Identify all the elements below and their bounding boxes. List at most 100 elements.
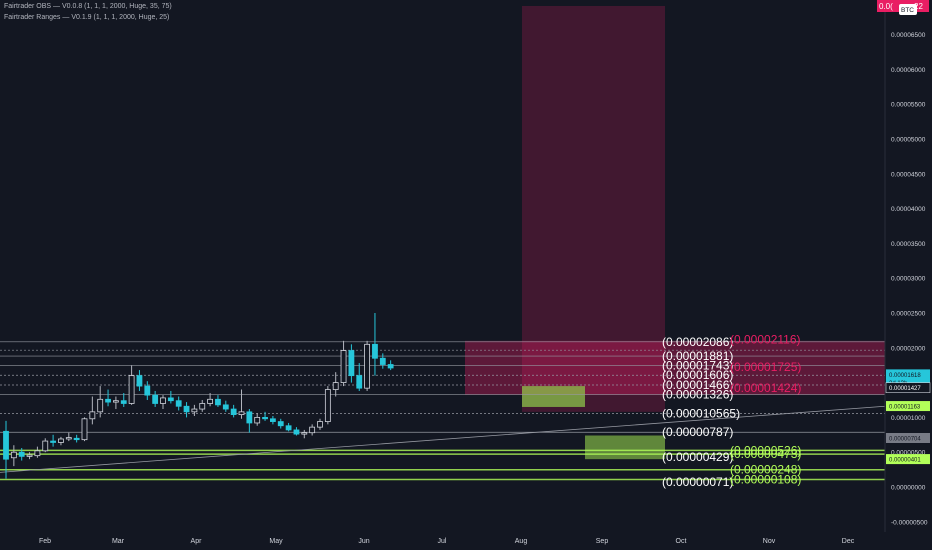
x-tick-label: May	[269, 538, 283, 545]
price-level-label: (0.00000787)	[662, 425, 733, 439]
price-tag: 0.00001427	[885, 382, 931, 393]
y-tick-label: 0.00004500	[891, 171, 926, 178]
candle-body	[152, 394, 159, 404]
candle	[152, 390, 159, 407]
candle	[65, 432, 72, 442]
candle-body	[246, 411, 253, 424]
candle-body	[309, 426, 316, 434]
candle-body	[3, 430, 9, 460]
price-level-label: (0.00000071)	[662, 475, 733, 489]
price-level-label: (0.00001725)	[730, 360, 801, 374]
candle	[285, 422, 292, 432]
candle	[230, 404, 237, 418]
price-level-label: (0.00000108)	[730, 472, 801, 486]
price-level-label: (0.00000248)	[730, 463, 801, 477]
candle	[277, 418, 284, 429]
candle-body	[293, 429, 300, 435]
candle-body	[58, 438, 64, 443]
price-tag-box	[886, 433, 930, 444]
candle-body	[73, 437, 80, 441]
candle-body	[238, 411, 245, 416]
candle	[348, 344, 355, 383]
indicator-legend-obs[interactable]: Fairtrader OBS — V0.0.8 (1, 1, 1, 2000, …	[4, 3, 172, 10]
candle-body	[324, 389, 331, 422]
candle	[199, 400, 206, 412]
candle	[89, 396, 96, 425]
candle	[317, 418, 323, 430]
candle-body	[199, 403, 206, 410]
candle	[42, 438, 49, 453]
candle	[73, 434, 80, 443]
x-tick-label: Aug	[515, 538, 528, 545]
candle-body	[222, 404, 229, 410]
candle	[332, 372, 339, 397]
candle	[120, 393, 127, 407]
candle-body	[65, 437, 72, 440]
candle-body	[269, 418, 276, 422]
candle-body	[348, 350, 355, 377]
candle	[269, 416, 276, 425]
currency-badge-text: BTC	[901, 7, 914, 14]
candle	[105, 389, 111, 407]
price-level-label: (0.00001326)	[662, 388, 733, 402]
indicator-legend-ranges[interactable]: Fairtrader Ranges — V0.1.9 (1, 1, 1, 200…	[4, 14, 169, 21]
indicator-params: — V0.0.8 (1, 1, 1, 2000, Huge, 35, 75)	[53, 3, 172, 10]
candle	[254, 413, 261, 426]
indicator-name: Fairtrader Ranges	[4, 14, 61, 21]
price-level-label: (0.00000473)	[730, 447, 801, 461]
candle-body	[183, 405, 190, 413]
candle	[364, 340, 371, 391]
candle-body	[277, 421, 284, 427]
candle-body	[207, 398, 214, 404]
candle-body	[89, 411, 96, 420]
candle	[356, 363, 363, 391]
candle-body	[301, 432, 308, 435]
price-tag-text: 0.00000704	[889, 437, 921, 443]
price-tag-box	[885, 382, 931, 393]
candle	[301, 429, 308, 439]
candle	[238, 389, 245, 419]
demand-zone-upper	[522, 386, 585, 407]
candle	[81, 417, 88, 442]
x-tick-label: Jul	[438, 538, 447, 545]
candle-body	[262, 416, 268, 420]
currency-badge	[899, 4, 917, 15]
corner-label[interactable]: 0.0( 22 BTC	[877, 0, 929, 15]
candle-body	[215, 398, 221, 406]
x-tick-label: Dec	[842, 538, 855, 545]
candle	[379, 353, 386, 369]
candle	[340, 340, 347, 387]
price-level-label: (0.00000526)	[730, 443, 801, 457]
candle	[128, 365, 135, 405]
y-tick-label: 0.00003000	[891, 276, 926, 283]
candle	[372, 313, 378, 376]
candle	[215, 395, 221, 407]
demand-zone-lower	[585, 435, 665, 460]
price-tag-box	[886, 454, 930, 465]
candle-body	[317, 421, 323, 428]
candle	[113, 396, 119, 410]
candle	[222, 400, 229, 412]
candle-body	[34, 450, 41, 457]
supply-zone	[465, 340, 885, 395]
price-level-label: (0.00001743)	[662, 359, 733, 373]
candle-body	[81, 418, 88, 441]
candle	[293, 427, 300, 436]
candle-body	[167, 397, 174, 402]
price-level-label: (0.00001881)	[662, 349, 733, 363]
candle-body	[364, 343, 371, 389]
candle-body	[379, 357, 386, 365]
candle	[97, 386, 104, 418]
indicator-params: — V0.1.9 (1, 1, 1, 2000, Huge, 25)	[62, 14, 170, 21]
price-level-label: (0.00002116)	[730, 333, 801, 347]
price-tag: 0.00000704	[886, 433, 930, 444]
price-tag: 0.00001618	[886, 369, 930, 380]
price-tag-box	[886, 369, 930, 380]
price-axis[interactable]: 0.00006500 0.00006000 0.00005500 0.00005000…	[884, 0, 928, 532]
time-axis[interactable]: Feb Mar Apr May Jun Jul Aug Sep Oct Nov Dec	[39, 538, 855, 545]
corner-label-text: 0.0(	[879, 2, 893, 11]
candle-body	[332, 382, 339, 390]
price-tag-text: 0.00000401	[889, 458, 921, 464]
price-level-label: (0.00001606)	[662, 368, 733, 382]
